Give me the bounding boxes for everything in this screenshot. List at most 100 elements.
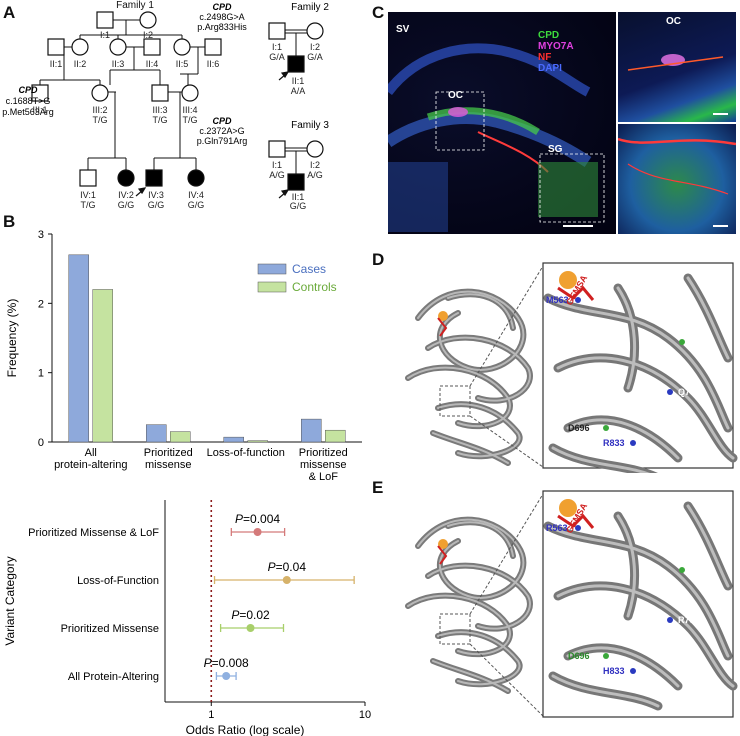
y-tick-label: 1 xyxy=(38,368,44,380)
ribbon-highlight xyxy=(407,366,511,428)
y-tick-label: 3 xyxy=(38,229,44,241)
legend-myo7a: MYO7A xyxy=(538,41,574,52)
id-f1-IV4: IV:4 xyxy=(188,190,204,200)
family2-protein: p.Arg833His xyxy=(197,22,247,32)
id-f1-II6: II:6 xyxy=(207,59,220,69)
legend-nf: NF xyxy=(538,52,552,63)
residue-label: D696 xyxy=(568,423,590,433)
residue-label: Q791 xyxy=(678,387,700,397)
cochlea-drawing xyxy=(388,43,605,232)
p-value-label: P=0.02 xyxy=(231,608,270,622)
category-label: Loss-of-Function xyxy=(77,575,159,587)
zoom-ribbon-highlight xyxy=(616,514,636,618)
zoom-ribbon-highlight xyxy=(566,418,680,460)
id-f1-IV2: IV:2 xyxy=(118,190,134,200)
gemsa-sticks xyxy=(557,513,595,529)
family1-protein: p.Met563Arg xyxy=(2,107,54,117)
zoom-ribbon-highlight xyxy=(551,446,651,473)
ligand-zoom xyxy=(559,271,577,289)
id-f1-II3: II:3 xyxy=(112,59,125,69)
id-f1-I1: I:1 xyxy=(100,30,110,40)
oc-inset: OC xyxy=(618,12,736,122)
x-tick-label: 1 xyxy=(208,709,214,721)
ligand-overview xyxy=(438,539,448,549)
zoom-ribbons xyxy=(543,273,738,473)
odds-ratio-forest-plot: 1 10 Odds Ratio (log scale) Variant Categor… xyxy=(3,500,371,736)
zoom-ribbon-highlight xyxy=(556,356,735,460)
y-axis-title: Frequency (%) xyxy=(5,299,19,378)
legend-label: Cases xyxy=(292,262,326,276)
ligand-stick xyxy=(437,545,448,565)
bar-cases xyxy=(68,254,89,443)
x-axis-title: Odds Ratio (log scale) xyxy=(186,723,305,736)
gt-f1-III3: T/G xyxy=(153,115,168,125)
family3-variant: c.2372A>G xyxy=(199,126,244,136)
id-f1-II5: II:5 xyxy=(176,59,189,69)
gt-f3-I2: A/G xyxy=(307,170,323,180)
residue-marker xyxy=(575,297,581,303)
residue-label: D696 xyxy=(568,651,590,661)
family2-variant: c.2498G>A xyxy=(199,12,244,22)
zoom-ribbon-highlight xyxy=(546,296,730,430)
pedigree-panel: Family 1 CPD c.1688T>G p.Met563Arg I:1 I… xyxy=(2,0,329,210)
family1-title: Family 1 xyxy=(116,0,154,11)
y-tick-label: 2 xyxy=(38,298,44,310)
id-f1-III1: III:1 xyxy=(32,105,47,115)
bar-cases xyxy=(301,418,322,443)
p-value-label: P=0.04 xyxy=(268,560,307,574)
id-f1-II4: II:4 xyxy=(146,59,159,69)
protein-overview xyxy=(405,288,533,466)
x-tick-label: protein-altering xyxy=(54,459,127,471)
residue-marker xyxy=(630,668,636,674)
residue-marker xyxy=(679,567,685,573)
gt-f1-IV4: G/G xyxy=(188,200,205,210)
gt-f2-I1: G/A xyxy=(269,52,285,62)
x-tick-label: Loss-of-function xyxy=(207,447,285,459)
bar-controls xyxy=(92,289,113,443)
gt-f3-II1: G/G xyxy=(290,201,307,210)
zoom-ribbon-highlight xyxy=(546,524,730,658)
category-label: Prioritized Missense & LoF xyxy=(28,527,159,539)
x-tick-label: missense xyxy=(300,459,346,471)
residue-label: R791 xyxy=(678,615,700,625)
p-value-label: P=0.008 xyxy=(204,656,249,670)
id-f1-III4: III:4 xyxy=(182,105,197,115)
family2-title: Family 2 xyxy=(291,2,329,13)
ribbon-highlight xyxy=(417,518,525,599)
residue-marker xyxy=(603,425,609,431)
panel-label-c: C xyxy=(372,3,385,22)
odds-ratio-point xyxy=(282,576,291,584)
ribbon xyxy=(405,592,513,658)
zoom-ribbon-highlight xyxy=(686,276,730,360)
zoom-box xyxy=(439,385,471,417)
residue-marker xyxy=(667,617,673,623)
sg-inset-drawing xyxy=(618,137,736,227)
gt-f2-I2: G/A xyxy=(307,52,323,62)
bar-controls xyxy=(325,429,346,443)
zoom-line-top xyxy=(469,265,544,387)
gemsa-sticks xyxy=(557,285,595,301)
ribbon-highlight xyxy=(427,564,531,630)
ligand-overview xyxy=(438,311,448,321)
ribbon-highlight xyxy=(417,290,525,371)
family2-gene: CPD xyxy=(212,2,232,12)
p-value-label: P=0.004 xyxy=(235,512,280,526)
label-sg: SG xyxy=(548,144,563,155)
bar-controls xyxy=(247,440,268,443)
id-f1-III3: III:3 xyxy=(152,105,167,115)
odds-ratio-point xyxy=(222,672,231,680)
legend-cpd: CPD xyxy=(538,30,560,41)
bar-cases xyxy=(146,424,167,443)
legend-dapi: DAPI xyxy=(538,63,562,74)
residue-marker xyxy=(667,389,673,395)
odds-ratio-point xyxy=(253,528,262,536)
family1-gene-label: CPD xyxy=(18,85,38,95)
residue-label: R563 xyxy=(546,523,568,533)
category-label: All Protein-Altering xyxy=(68,671,159,683)
gt-f2-II1: A/A xyxy=(291,86,306,96)
zoom-ribbons xyxy=(543,501,738,711)
bar-controls xyxy=(170,431,191,443)
category-label: Prioritized Missense xyxy=(61,623,159,635)
y-tick-label: 0 xyxy=(38,437,44,449)
id-f1-IV3: IV:3 xyxy=(148,190,164,200)
